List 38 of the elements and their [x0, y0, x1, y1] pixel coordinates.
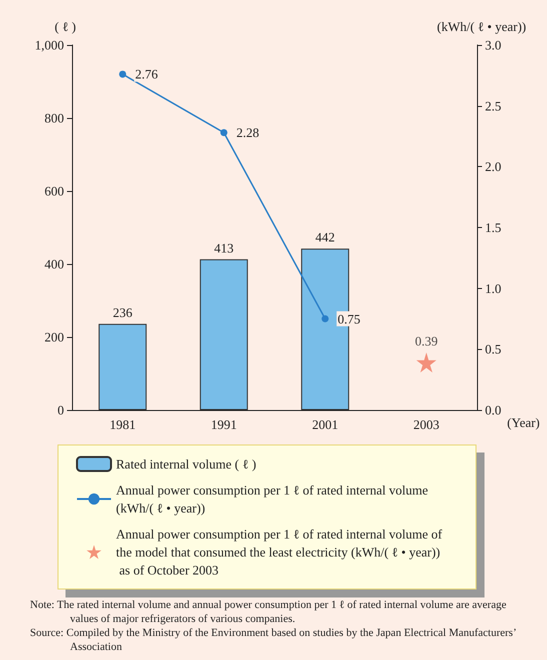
x-tick-label: 2001: [312, 417, 338, 432]
y-tick-label: 600: [44, 184, 64, 198]
point: [416, 352, 436, 373]
y-tick-label: 1,000: [34, 38, 64, 52]
y2-tick-label: 1.5: [485, 220, 502, 235]
data-label: 442: [315, 230, 335, 245]
y2-tick-label: 2.0: [485, 159, 502, 174]
y2-tick-label: 2.5: [485, 98, 502, 114]
y2-tick-label: 0.0: [485, 402, 502, 418]
data-label: 0.75: [338, 311, 360, 326]
y-tick-label: 200: [44, 330, 64, 344]
data-label: 413: [214, 240, 234, 256]
x-axis-title: (Year): [507, 415, 540, 430]
point: [119, 70, 126, 78]
y2-tick-label: 1.0: [485, 280, 502, 296]
y2-tick-label: 0.5: [485, 342, 502, 357]
bar: [98, 324, 147, 410]
point: [220, 129, 228, 136]
legend-label: Annual power consumption per 1 ℓ of rated internal volume of the model that consumed the least electricity (kWh/( ℓ • year)) as of October 2003: [116, 526, 446, 578]
data-label: 2.28: [236, 125, 260, 140]
text: Note: The rated internal volume and annual power consumption per 1 ℓ of rated internal volume are average values of major refrigerators of various companies.: [30, 598, 508, 626]
data-label: 0.39: [415, 334, 438, 349]
data-label: 236: [112, 304, 133, 320]
data-label: 2.76: [135, 66, 158, 82]
y2-tick-label: 3.0: [485, 38, 502, 52]
y-axis-title: ( ℓ ): [54, 19, 76, 34]
x-tick-label: 1981: [110, 417, 136, 432]
y2-axis-title: (kWh/( ℓ • year)): [437, 19, 526, 34]
y-tick-label: 800: [44, 110, 64, 126]
y-tick-label: 0: [58, 402, 64, 418]
bar: [200, 259, 248, 410]
x-tick-label: 1991: [210, 417, 237, 432]
y-tick-label: 400: [44, 256, 64, 272]
x-tick-label: 2003: [413, 417, 440, 432]
point: [322, 315, 329, 322]
legend-label: Annual power consumption per 1 ℓ of rated internal volume (kWh/( ℓ • year)): [116, 482, 432, 516]
legend-label: Rated internal volume ( ℓ ): [116, 456, 256, 472]
source-note: Source: Compiled by the Ministry of the Environment based on studies by the Japan Electrical Manufacturers’ Association: [30, 626, 517, 654]
